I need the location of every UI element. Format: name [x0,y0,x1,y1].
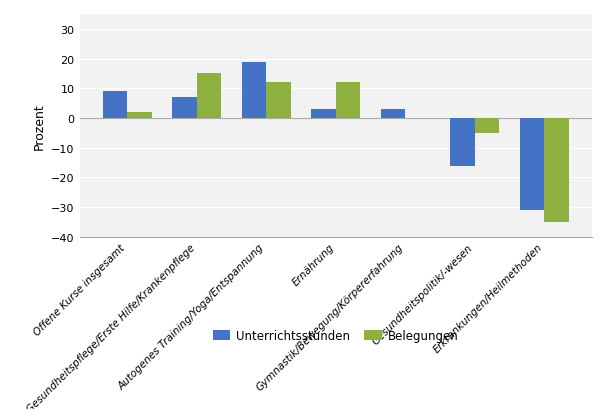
Bar [172,98,197,119]
Bar [381,110,405,119]
Bar [475,119,499,133]
Bar [266,83,291,119]
Legend: Unterrichtsstunden, Belegungen: Unterrichtsstunden, Belegungen [208,324,464,347]
Bar [544,119,569,222]
Bar [197,74,221,119]
Bar [336,83,360,119]
Y-axis label: Prozent: Prozent [33,103,46,149]
Bar [520,119,544,211]
Bar [450,119,475,166]
Bar [242,63,266,119]
Bar [103,92,127,119]
Bar [311,110,336,119]
Bar [127,113,152,119]
